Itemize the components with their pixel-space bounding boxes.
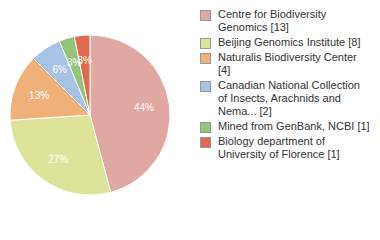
svg-text:27%: 27%	[48, 154, 68, 165]
html-text:Naturalis Biodiversity Center: Naturalis Biodiversity Center [4]	[218, 51, 357, 76]
svg-text:13%: 13%	[29, 90, 49, 101]
html-text:Mined from GenBank, NCBI [1]: Mined from GenBank, NCBI [1]	[218, 120, 370, 132]
html-text:Beijing Genomics Institute [8]: Beijing Genomics Institute [8]	[218, 36, 361, 48]
html-text:Canadian National Collection o: Canadian National Collection of Insects,…	[218, 79, 360, 117]
html-text:Biology department of Universi: Biology department of University of Flor…	[218, 135, 340, 160]
svg-text:6%: 6%	[53, 64, 68, 75]
html-text:Centre for Biodiversity Genomi: Centre for Biodiversity Genomics [13]	[218, 8, 327, 33]
svg-text:44%: 44%	[134, 102, 154, 113]
svg-text:3%: 3%	[77, 55, 92, 66]
svg-text:3%: 3%	[67, 57, 82, 69]
